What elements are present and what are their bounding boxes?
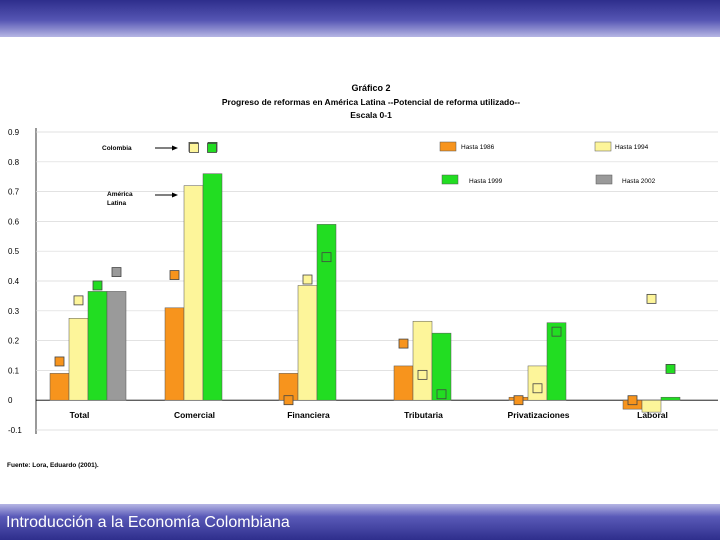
bar <box>297 285 318 401</box>
x-category-label: Privatizaciones <box>508 410 570 420</box>
legend-swatch <box>441 174 459 185</box>
colombia-marker <box>513 395 524 406</box>
colombia-marker <box>73 295 84 306</box>
colombia-marker <box>111 267 122 277</box>
bar <box>68 318 89 401</box>
colombia-marker <box>283 395 294 406</box>
bar <box>87 291 108 401</box>
colombia-marker <box>627 395 638 406</box>
bar <box>393 365 414 401</box>
colombia-marker <box>551 326 562 337</box>
legend-label: Hasta 2002 <box>622 178 656 185</box>
bars <box>49 173 681 413</box>
colombia-marker <box>302 274 313 285</box>
chart-scale-label: Escala 0-1 <box>350 110 392 120</box>
annotation-colombia-arrowhead <box>172 145 178 151</box>
colombia-marker <box>92 280 103 291</box>
footer-band <box>0 504 720 540</box>
colombia-markers <box>54 141 676 406</box>
y-tick-label: 0.8 <box>8 158 20 167</box>
y-tick-label: 0.7 <box>8 188 20 197</box>
annotation-colombia-marker-1994 <box>189 143 199 153</box>
y-tick-label: 0 <box>8 396 13 405</box>
bar <box>641 399 662 413</box>
y-tick-label: 0.9 <box>8 128 20 137</box>
y-tick-label: -0.1 <box>8 426 22 435</box>
legend: Hasta 1986 Hasta 1994 Hasta 1999 Hasta 2002 <box>189 141 656 185</box>
x-category-labels: Total Comercial Financiera Tributaria Privat… <box>70 410 668 420</box>
legend-swatch <box>439 141 457 152</box>
bar <box>106 291 127 401</box>
y-tick-label: 0.4 <box>8 277 20 286</box>
bar <box>316 224 337 401</box>
bar <box>546 322 567 401</box>
footer-title: Introducción a la Economía Colombiana <box>6 514 290 531</box>
colombia-marker <box>417 369 428 380</box>
legend-label: Hasta 1999 <box>469 178 503 185</box>
legend-swatch <box>594 141 612 152</box>
colombia-marker <box>398 338 409 349</box>
header-band <box>0 0 720 37</box>
bar <box>49 373 70 401</box>
colombia-marker <box>54 356 65 367</box>
bar <box>183 185 204 401</box>
gridlines <box>36 131 718 431</box>
x-category-label: Laboral <box>637 410 668 420</box>
bar <box>431 332 452 401</box>
legend-label: Hasta 1986 <box>461 144 495 151</box>
annotation-america: América <box>107 191 133 198</box>
source-note: Fuente: Lora, Eduardo (2001). <box>7 462 99 469</box>
x-category-label: Comercial <box>174 410 215 420</box>
bar <box>164 307 185 401</box>
colombia-marker <box>646 293 657 304</box>
x-category-label: Tributaria <box>404 410 443 420</box>
y-tick-label: 0.3 <box>8 307 20 316</box>
chart-title: Gráfico 2 <box>351 83 390 93</box>
y-tick-label: 0.2 <box>8 337 20 346</box>
x-category-label: Financiera <box>287 410 330 420</box>
colombia-marker <box>169 270 180 280</box>
bar <box>412 320 433 401</box>
y-tick-label: 0.1 <box>8 366 20 375</box>
y-tick-labels: 0.9 0.8 0.7 0.6 0.5 0.4 0.3 0.2 0.1 0 -0.1 <box>8 128 22 435</box>
bar <box>660 396 681 401</box>
colombia-marker <box>532 383 543 394</box>
annotation-colombia: Colombia <box>102 145 132 152</box>
legend-swatch <box>595 174 613 185</box>
annotation-america-arrowhead <box>172 192 178 198</box>
chart-title-group: Gráfico 2 Progreso de reformas en Améric… <box>222 83 520 120</box>
colombia-marker <box>665 364 676 374</box>
y-tick-label: 0.5 <box>8 247 20 256</box>
bar <box>527 365 548 401</box>
colombia-marker <box>321 252 332 263</box>
x-category-label: Total <box>70 410 90 420</box>
legend-label: Hasta 1994 <box>615 144 649 151</box>
bar <box>202 173 223 401</box>
chart-subtitle: Progreso de reformas en América Latina -… <box>222 97 520 107</box>
annotation-colombia-marker-1999 <box>207 143 217 153</box>
y-tick-label: 0.6 <box>8 217 20 226</box>
annotation-latina: Latina <box>107 200 127 207</box>
colombia-marker <box>436 389 447 400</box>
